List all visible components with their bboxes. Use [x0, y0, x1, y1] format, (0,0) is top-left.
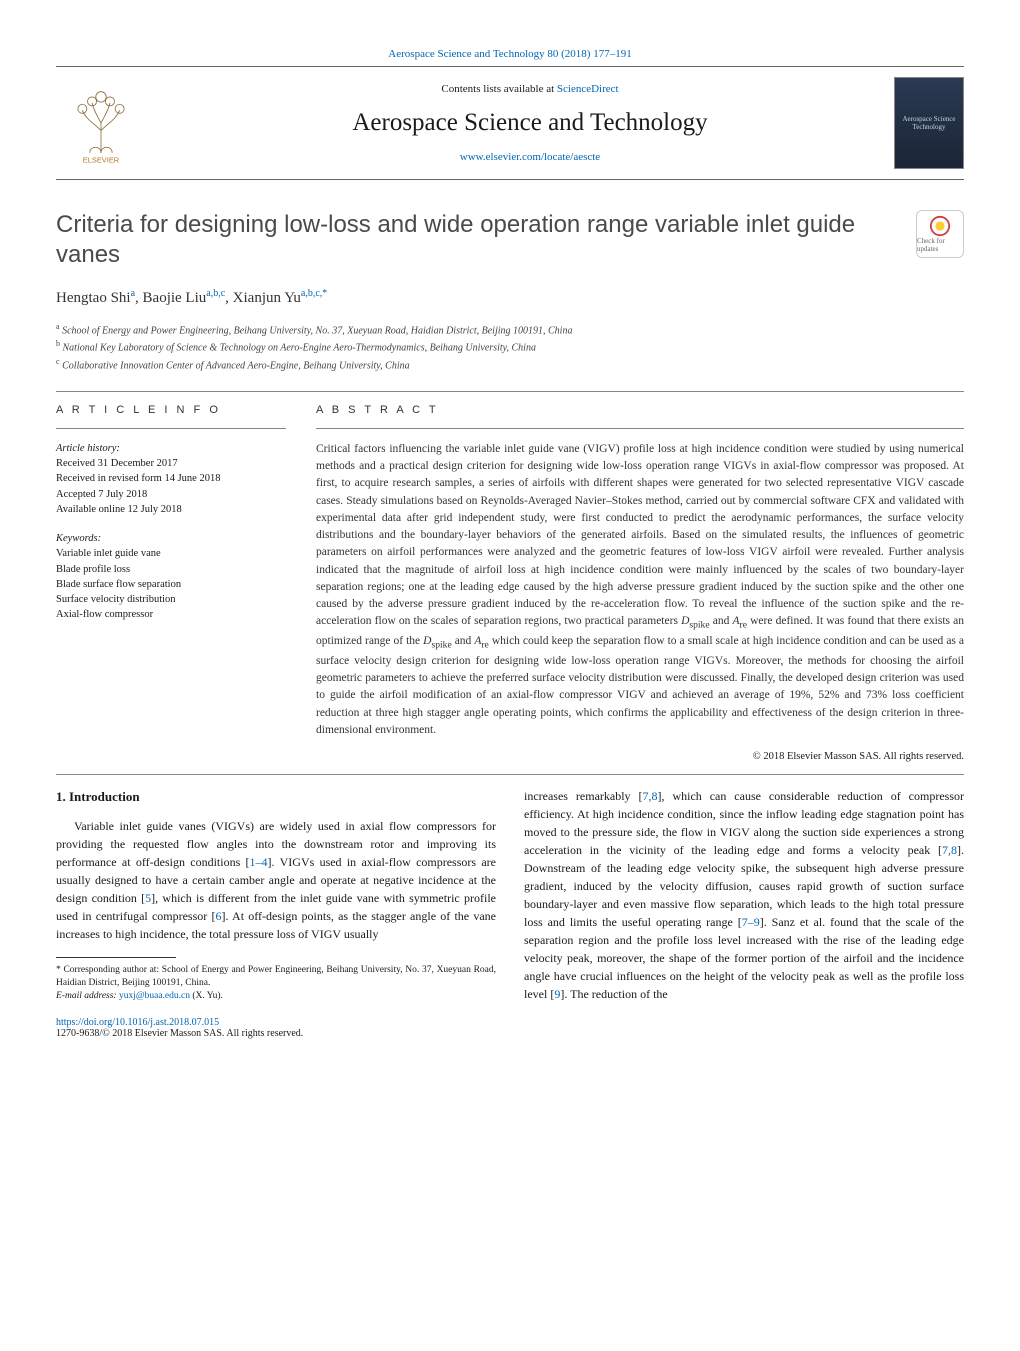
elsevier-logo: ELSEVIER	[56, 78, 146, 168]
abs-part: which could keep the separation flow to …	[316, 635, 964, 736]
keyword: Surface velocity distribution	[56, 592, 286, 607]
affil-c: Collaborative Innovation Center of Advan…	[62, 360, 410, 371]
journal-url[interactable]: www.elsevier.com/locate/aescte	[166, 151, 894, 163]
header-center: Contents lists available at ScienceDirec…	[166, 83, 894, 163]
body-paragraph-col2: increases remarkably [7,8], which can ca…	[524, 787, 964, 1003]
article-title: Criteria for designing low-loss and wide…	[56, 210, 896, 270]
keyword: Axial-flow compressor	[56, 607, 286, 622]
abstract-label: A B S T R A C T	[316, 404, 964, 416]
corr-author-note: * Corresponding author at: School of Ene…	[56, 964, 496, 991]
online-date: Available online 12 July 2018	[56, 502, 286, 517]
abs-sub: re	[481, 639, 488, 650]
section-heading: 1. Introduction	[56, 787, 496, 807]
divider-body	[56, 774, 964, 775]
author-1-affil: a	[131, 288, 135, 299]
citation-link[interactable]: 1–4	[250, 855, 268, 869]
keywords-block: Keywords: Variable inlet guide vane Blad…	[56, 531, 286, 622]
journal-cover-thumbnail: Aerospace Science Technology	[894, 77, 964, 169]
elsevier-word: ELSEVIER	[83, 156, 120, 164]
journal-citation: Aerospace Science and Technology 80 (201…	[56, 48, 964, 60]
abstract-copyright: © 2018 Elsevier Masson SAS. All rights r…	[316, 751, 964, 762]
abs-sub: spike	[431, 639, 451, 650]
email-label: E-mail address:	[56, 991, 117, 1001]
abstract-text: Critical factors influencing the variabl…	[316, 441, 964, 739]
info-abstract-row: A R T I C L E I N F O Article history: R…	[56, 404, 964, 762]
email-link[interactable]: yuxj@buaa.edu.cn	[119, 991, 190, 1001]
page-footer: https://doi.org/10.1016/j.ast.2018.07.01…	[56, 1017, 964, 1039]
article-info-column: A R T I C L E I N F O Article history: R…	[56, 404, 286, 762]
elsevier-tree-icon: ELSEVIER	[60, 82, 142, 164]
abs-part: and	[452, 635, 475, 647]
citation-link[interactable]: 7,8	[942, 843, 957, 857]
affil-a: School of Energy and Power Engineering, …	[62, 325, 572, 336]
crossmark-badge[interactable]: Check for updates	[916, 210, 964, 258]
page: Aerospace Science and Technology 80 (201…	[0, 0, 1020, 1079]
keyword: Blade profile loss	[56, 562, 286, 577]
citation-link[interactable]: 7–9	[742, 915, 760, 929]
affil-b: National Key Laboratory of Science & Tec…	[63, 343, 536, 354]
abs-part: Critical factors influencing the variabl…	[316, 443, 964, 628]
author-1: Hengtao Shi	[56, 290, 131, 306]
divider-abs	[316, 428, 964, 429]
body-columns: 1. Introduction Variable inlet guide van…	[56, 787, 964, 1003]
footnote-separator	[56, 957, 176, 958]
history-label: Article history:	[56, 441, 286, 456]
divider-info	[56, 428, 286, 429]
contents-line: Contents lists available at ScienceDirec…	[166, 83, 894, 95]
corresponding-mark: *	[322, 288, 327, 299]
affiliations: a School of Energy and Power Engineering…	[56, 321, 964, 373]
article-info-label: A R T I C L E I N F O	[56, 404, 286, 416]
citation-link[interactable]: 7,8	[643, 789, 658, 803]
title-row: Criteria for designing low-loss and wide…	[56, 210, 964, 270]
crossmark-icon	[929, 215, 951, 237]
doi-link[interactable]: https://doi.org/10.1016/j.ast.2018.07.01…	[56, 1017, 964, 1028]
journal-name: Aerospace Science and Technology	[166, 109, 894, 137]
contents-prefix: Contents lists available at	[441, 83, 556, 95]
authors: Hengtao Shia, Baojie Liua,b,c, Xianjun Y…	[56, 288, 964, 307]
keyword: Blade surface flow separation	[56, 577, 286, 592]
corresponding-footnote: * Corresponding author at: School of Ene…	[56, 964, 496, 1004]
abs-sub: re	[740, 620, 747, 631]
crossmark-label: Check for updates	[917, 237, 963, 253]
body-text: ]. The reduction of the	[560, 987, 667, 1001]
author-2-affil: a,b,c	[206, 288, 225, 299]
body-text: increases remarkably [	[524, 789, 643, 803]
divider	[56, 391, 964, 392]
author-2: Baojie Liu	[143, 290, 207, 306]
journal-header: ELSEVIER Contents lists available at Sci…	[56, 66, 964, 180]
abstract-column: A B S T R A C T Critical factors influen…	[316, 404, 964, 762]
body-paragraph: Variable inlet guide vanes (VIGVs) are w…	[56, 817, 496, 943]
author-3: Xianjun Yu	[233, 290, 301, 306]
body-section: 1. Introduction Variable inlet guide van…	[56, 787, 964, 1003]
keyword: Variable inlet guide vane	[56, 546, 286, 561]
accepted-date: Accepted 7 July 2018	[56, 487, 286, 502]
author-3-affil: a,b,c,	[301, 288, 322, 299]
abs-part: and	[710, 615, 733, 627]
article-history: Article history: Received 31 December 20…	[56, 441, 286, 517]
abs-sub: spike	[689, 620, 709, 631]
issn-copyright: 1270-9638/© 2018 Elsevier Masson SAS. Al…	[56, 1028, 964, 1039]
revised-date: Received in revised form 14 June 2018	[56, 471, 286, 486]
citation-text[interactable]: Aerospace Science and Technology 80 (201…	[388, 48, 631, 60]
received-date: Received 31 December 2017	[56, 456, 286, 471]
keywords-label: Keywords:	[56, 531, 286, 546]
abs-sym: A	[733, 615, 740, 627]
sciencedirect-link[interactable]: ScienceDirect	[557, 83, 619, 95]
email-who: (X. Yu).	[192, 991, 223, 1001]
cover-label: Aerospace Science Technology	[899, 115, 959, 131]
